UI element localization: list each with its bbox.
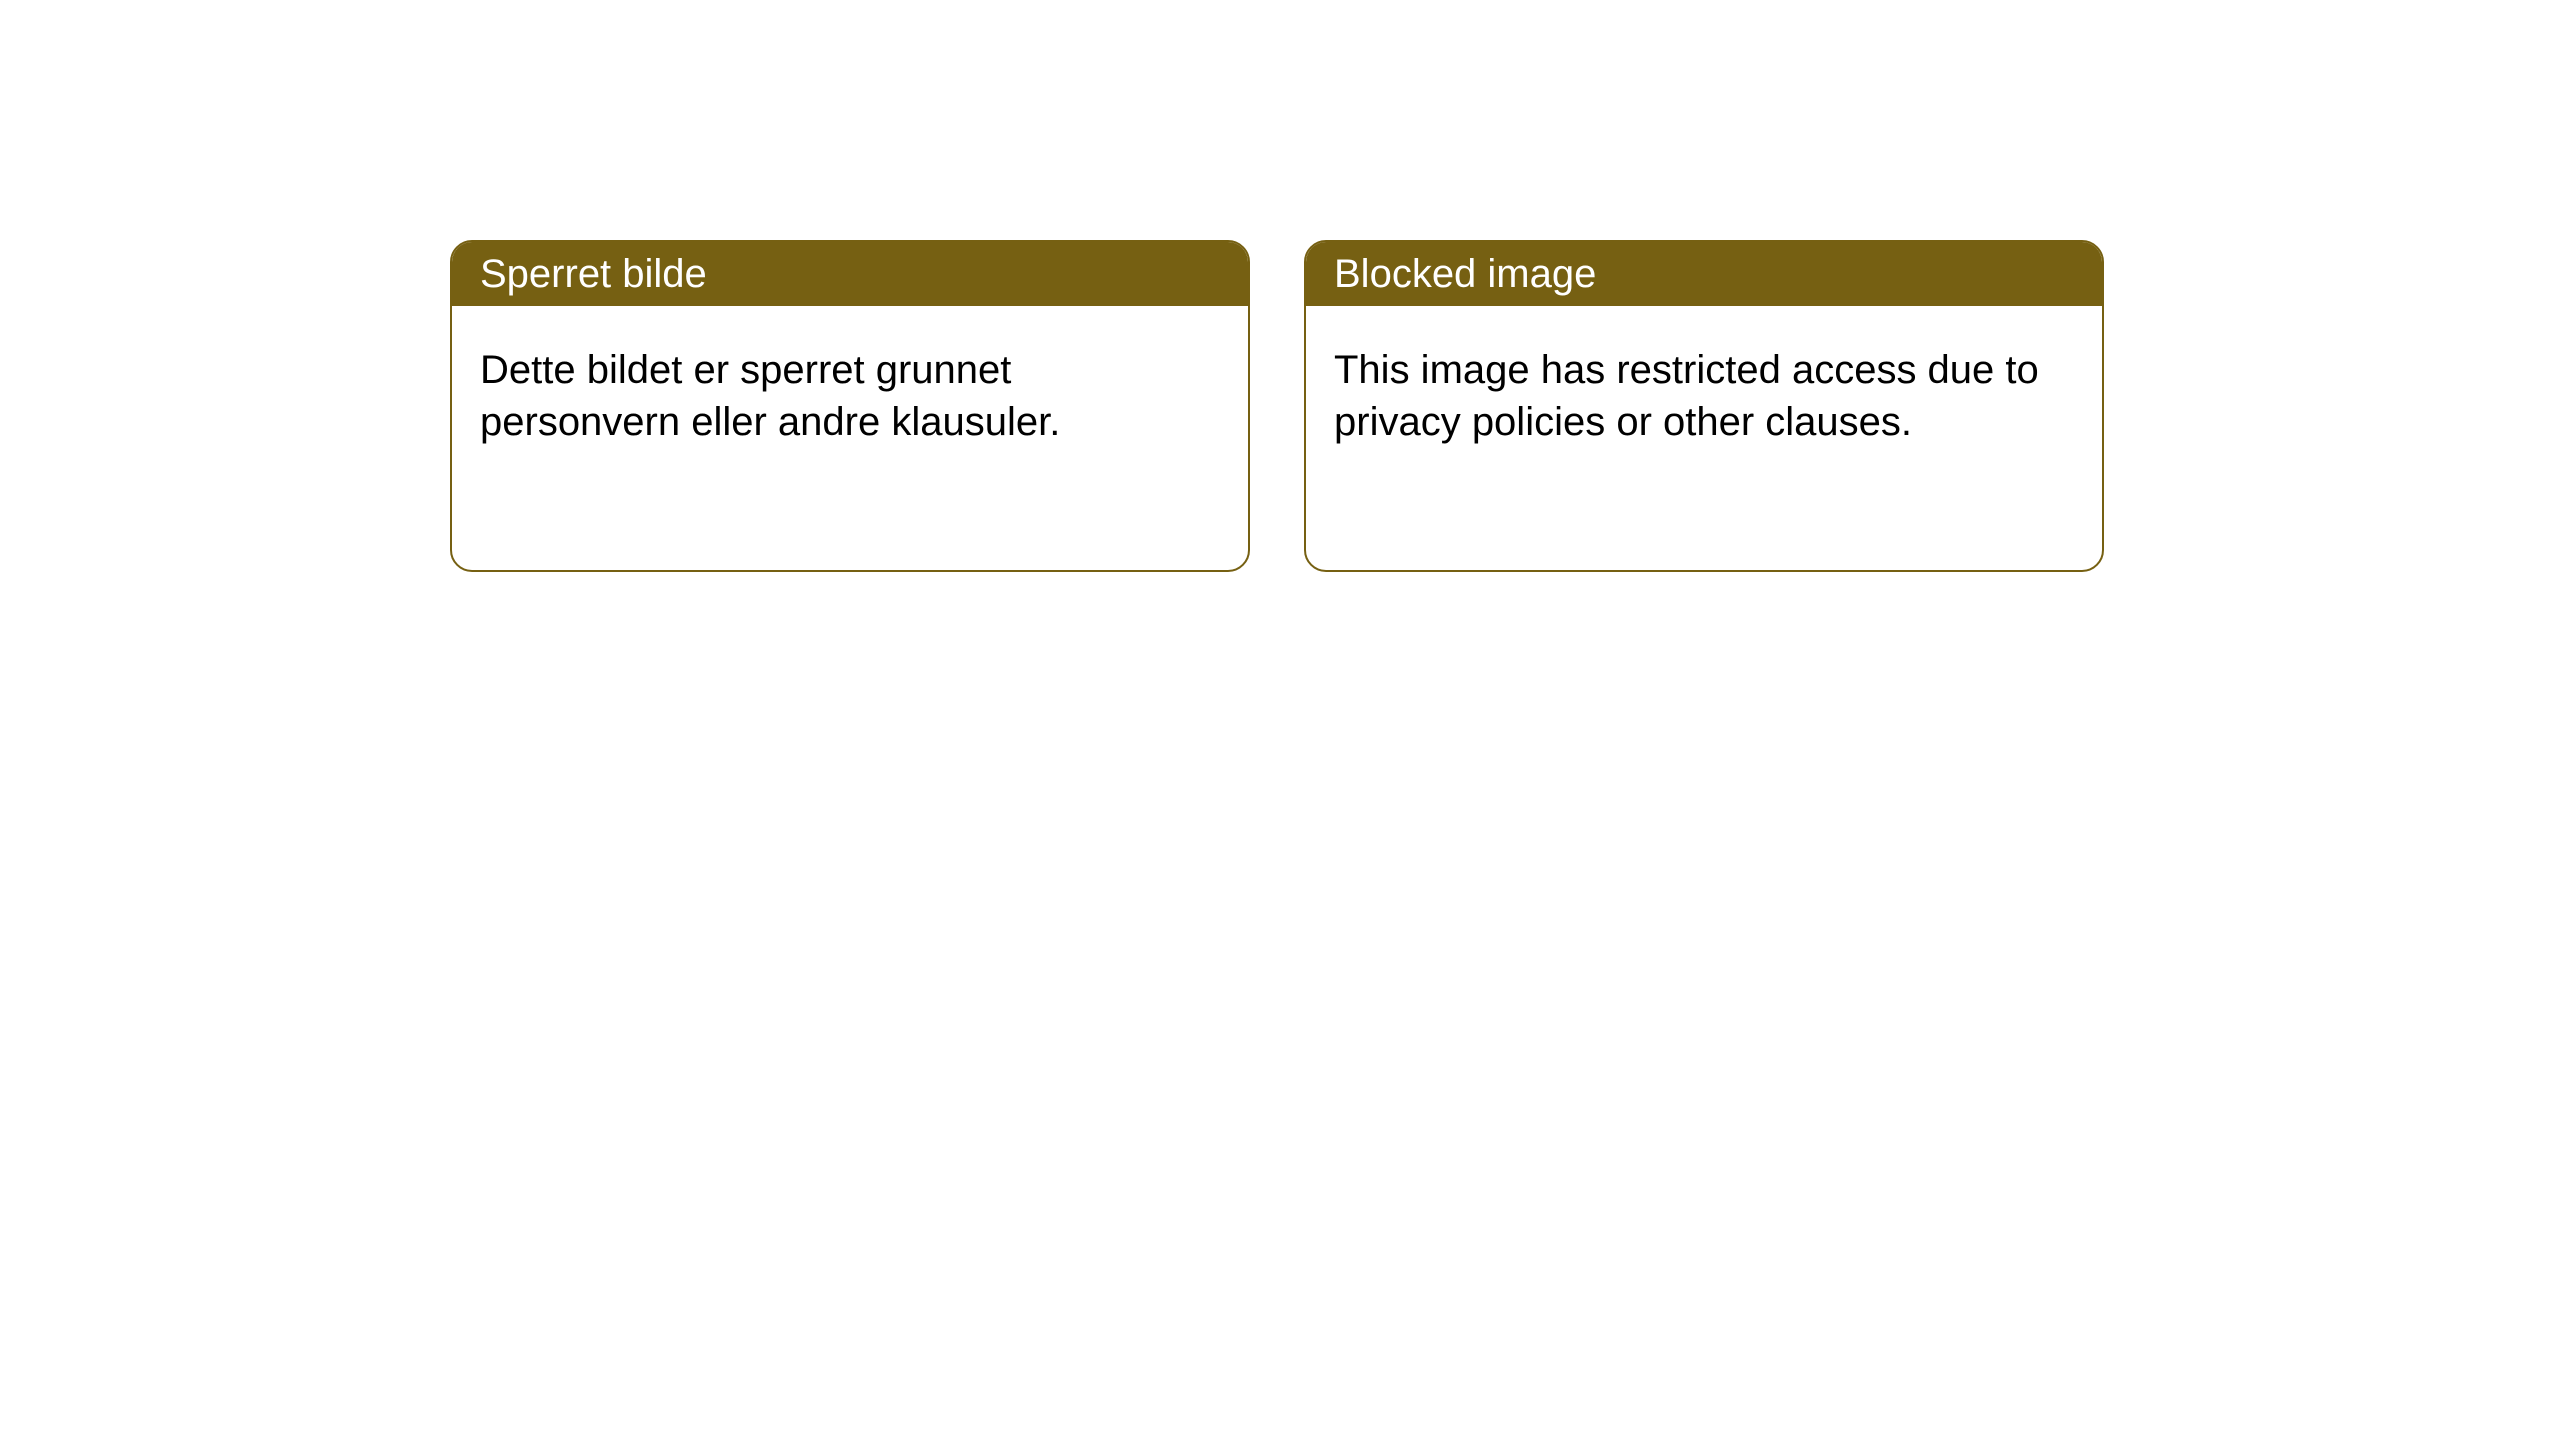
notice-body-en: This image has restricted access due to … — [1306, 306, 2102, 476]
notice-card-en: Blocked image This image has restricted … — [1304, 240, 2104, 572]
notice-container: Sperret bilde Dette bildet er sperret gr… — [0, 0, 2560, 572]
notice-card-no: Sperret bilde Dette bildet er sperret gr… — [450, 240, 1250, 572]
notice-body-no: Dette bildet er sperret grunnet personve… — [452, 306, 1248, 476]
notice-header-no: Sperret bilde — [452, 242, 1248, 306]
notice-header-en: Blocked image — [1306, 242, 2102, 306]
